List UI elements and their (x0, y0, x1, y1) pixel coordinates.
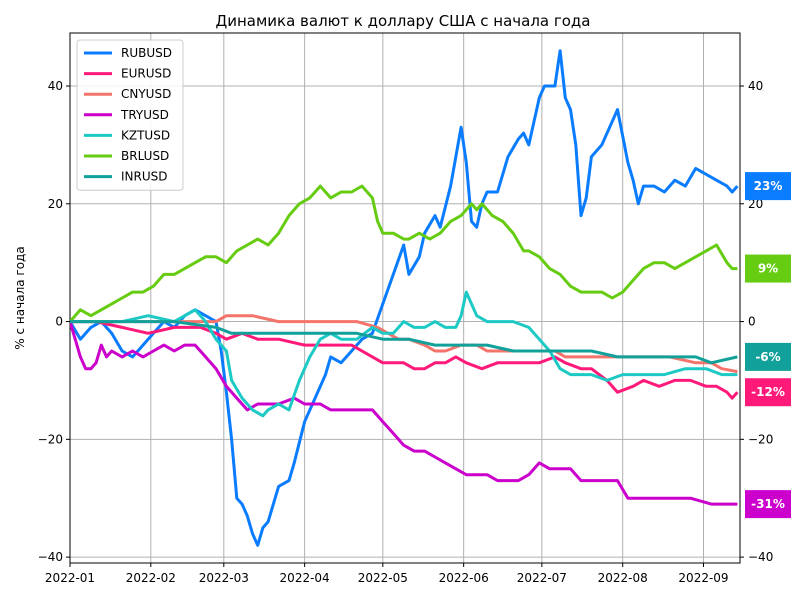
legend-label-eurusd: EURUSD (121, 67, 171, 81)
y-tick-label-right: −20 (748, 432, 773, 446)
final-badge-brlusd: 9% (745, 254, 791, 283)
series-line-rubusd (70, 49, 739, 547)
final-badge-label: -12% (751, 385, 785, 399)
series-lines (70, 49, 739, 547)
y-axis-label: % с начала года (13, 246, 27, 349)
chart-title: Динамика валют к доллару США с начала го… (216, 12, 591, 30)
y-tick-label-left: 0 (55, 315, 63, 329)
y-tick-label-left: −40 (38, 550, 63, 564)
x-tick-label: 2022-02 (126, 571, 176, 585)
legend-label-kztusd: KZTUSD (121, 128, 170, 142)
series-line-inrusd (70, 320, 738, 365)
x-tick-label: 2022-03 (199, 571, 249, 585)
final-badge-label: -31% (751, 497, 785, 511)
y-axis-right-ticks: 40 20 0 −20 −40 (740, 79, 773, 564)
legend-label-tryusd: TRYUSD (120, 108, 169, 122)
x-tick-label: 2022-06 (439, 571, 489, 585)
x-tick-label: 2022-04 (280, 571, 330, 585)
x-tick-label: 2022-05 (358, 571, 408, 585)
legend-box (76, 39, 184, 191)
legend-label-inrusd: INRUSD (121, 170, 168, 184)
series-line-brlusd (70, 184, 738, 323)
final-badge-bg (745, 254, 791, 283)
x-tick-label: 2022-09 (678, 571, 728, 585)
final-badge-label: 9% (758, 262, 778, 276)
y-tick-label-right: 0 (748, 315, 756, 329)
y-tick-label-left: 40 (48, 79, 63, 93)
axes (69, 32, 741, 564)
x-tick-label: 2022-08 (598, 571, 648, 585)
plot-frame (69, 32, 741, 564)
x-axis-ticks: 2022-01 2022-02 2022-03 2022-04 2022-05 2022-… (45, 563, 729, 585)
final-badge-inrusd: -6% (745, 342, 791, 371)
x-tick-label: 2022-01 (45, 571, 95, 585)
y-tick-label-right: 40 (748, 79, 763, 93)
y-axis-left-ticks: 40 20 0 −20 −40 (38, 79, 70, 564)
final-value-badges: 23% -12% -31% 9% -6% (745, 172, 791, 519)
x-tick-label: 2022-07 (517, 571, 567, 585)
legend: RUBUSD EURUSD CNYUSD TRYUSD KZTUSD BRLUSD INRU… (76, 39, 184, 191)
series-line-kztusd (70, 290, 738, 418)
final-badge-bg (745, 490, 791, 519)
final-badge-label: 23% (754, 179, 783, 193)
y-tick-label-right: 20 (748, 197, 763, 211)
legend-label-rubusd: RUBUSD (121, 46, 172, 60)
series-line-tryusd (70, 321, 738, 506)
final-badge-bg (745, 378, 791, 407)
y-tick-label-left: 20 (48, 197, 63, 211)
final-badge-bg (745, 342, 791, 371)
final-badge-tryusd: -31% (745, 490, 791, 519)
final-badge-label: -6% (755, 350, 780, 364)
legend-label-cnyusd: CNYUSD (121, 87, 171, 101)
y-tick-label-right: −40 (748, 550, 773, 564)
final-badge-rubusd: 23% (745, 172, 791, 201)
y-tick-label-left: −20 (38, 432, 63, 446)
final-badge-eurusd: -12% (745, 378, 791, 407)
legend-label-brlusd: BRLUSD (121, 149, 169, 163)
series-line-eurusd (70, 320, 739, 400)
final-badge-bg (745, 172, 791, 201)
